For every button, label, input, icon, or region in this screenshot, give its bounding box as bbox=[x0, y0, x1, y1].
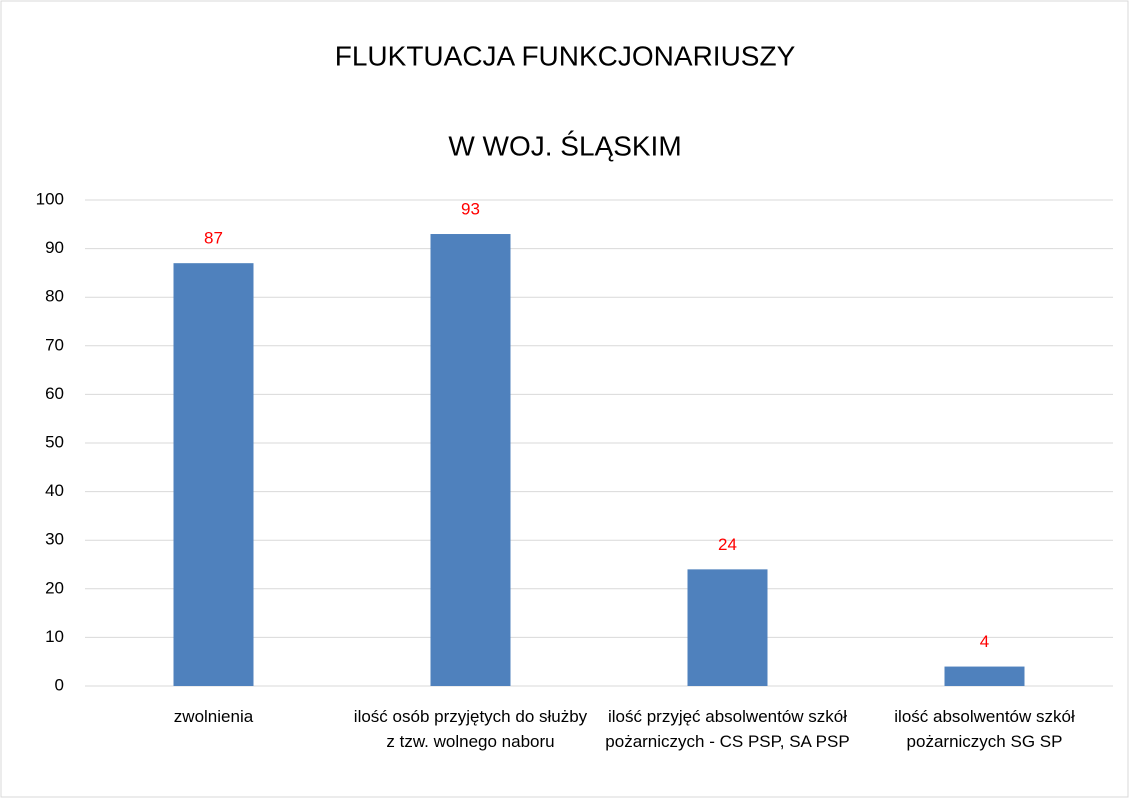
y-tick-label: 100 bbox=[36, 189, 64, 208]
y-tick-label: 80 bbox=[45, 287, 64, 306]
x-tick-label: zwolnienia bbox=[174, 707, 254, 726]
y-tick-label: 40 bbox=[45, 481, 64, 500]
data-label: 87 bbox=[204, 229, 223, 248]
x-tick-label: ilość absolwentów szkół pożarniczych SG S… bbox=[894, 707, 1075, 751]
y-tick-label: 60 bbox=[45, 384, 64, 403]
chart-title: W WOJ. ŚLĄSKIM bbox=[448, 129, 681, 161]
y-tick-label: 10 bbox=[45, 627, 64, 646]
y-tick-label: 20 bbox=[45, 578, 64, 597]
x-tick-label: ilość osób przyjętych do służby z tzw. wo… bbox=[354, 707, 588, 751]
data-label: 4 bbox=[980, 632, 989, 651]
x-tick-label: ilość przyjęć absolwentów szkół pożarnicz… bbox=[605, 707, 849, 751]
y-tick-label: 70 bbox=[45, 335, 64, 354]
y-tick-label: 90 bbox=[45, 238, 64, 257]
data-label: 93 bbox=[461, 200, 480, 219]
data-label: 24 bbox=[718, 535, 737, 554]
bar bbox=[687, 569, 768, 686]
chart-title: FLUKTUACJA FUNKCJONARIUSZY bbox=[335, 40, 796, 71]
y-tick-label: 0 bbox=[55, 675, 64, 694]
bar bbox=[944, 666, 1025, 686]
bar bbox=[430, 234, 511, 686]
y-tick-label: 50 bbox=[45, 432, 64, 451]
bar bbox=[173, 263, 254, 686]
y-tick-label: 30 bbox=[45, 530, 64, 549]
